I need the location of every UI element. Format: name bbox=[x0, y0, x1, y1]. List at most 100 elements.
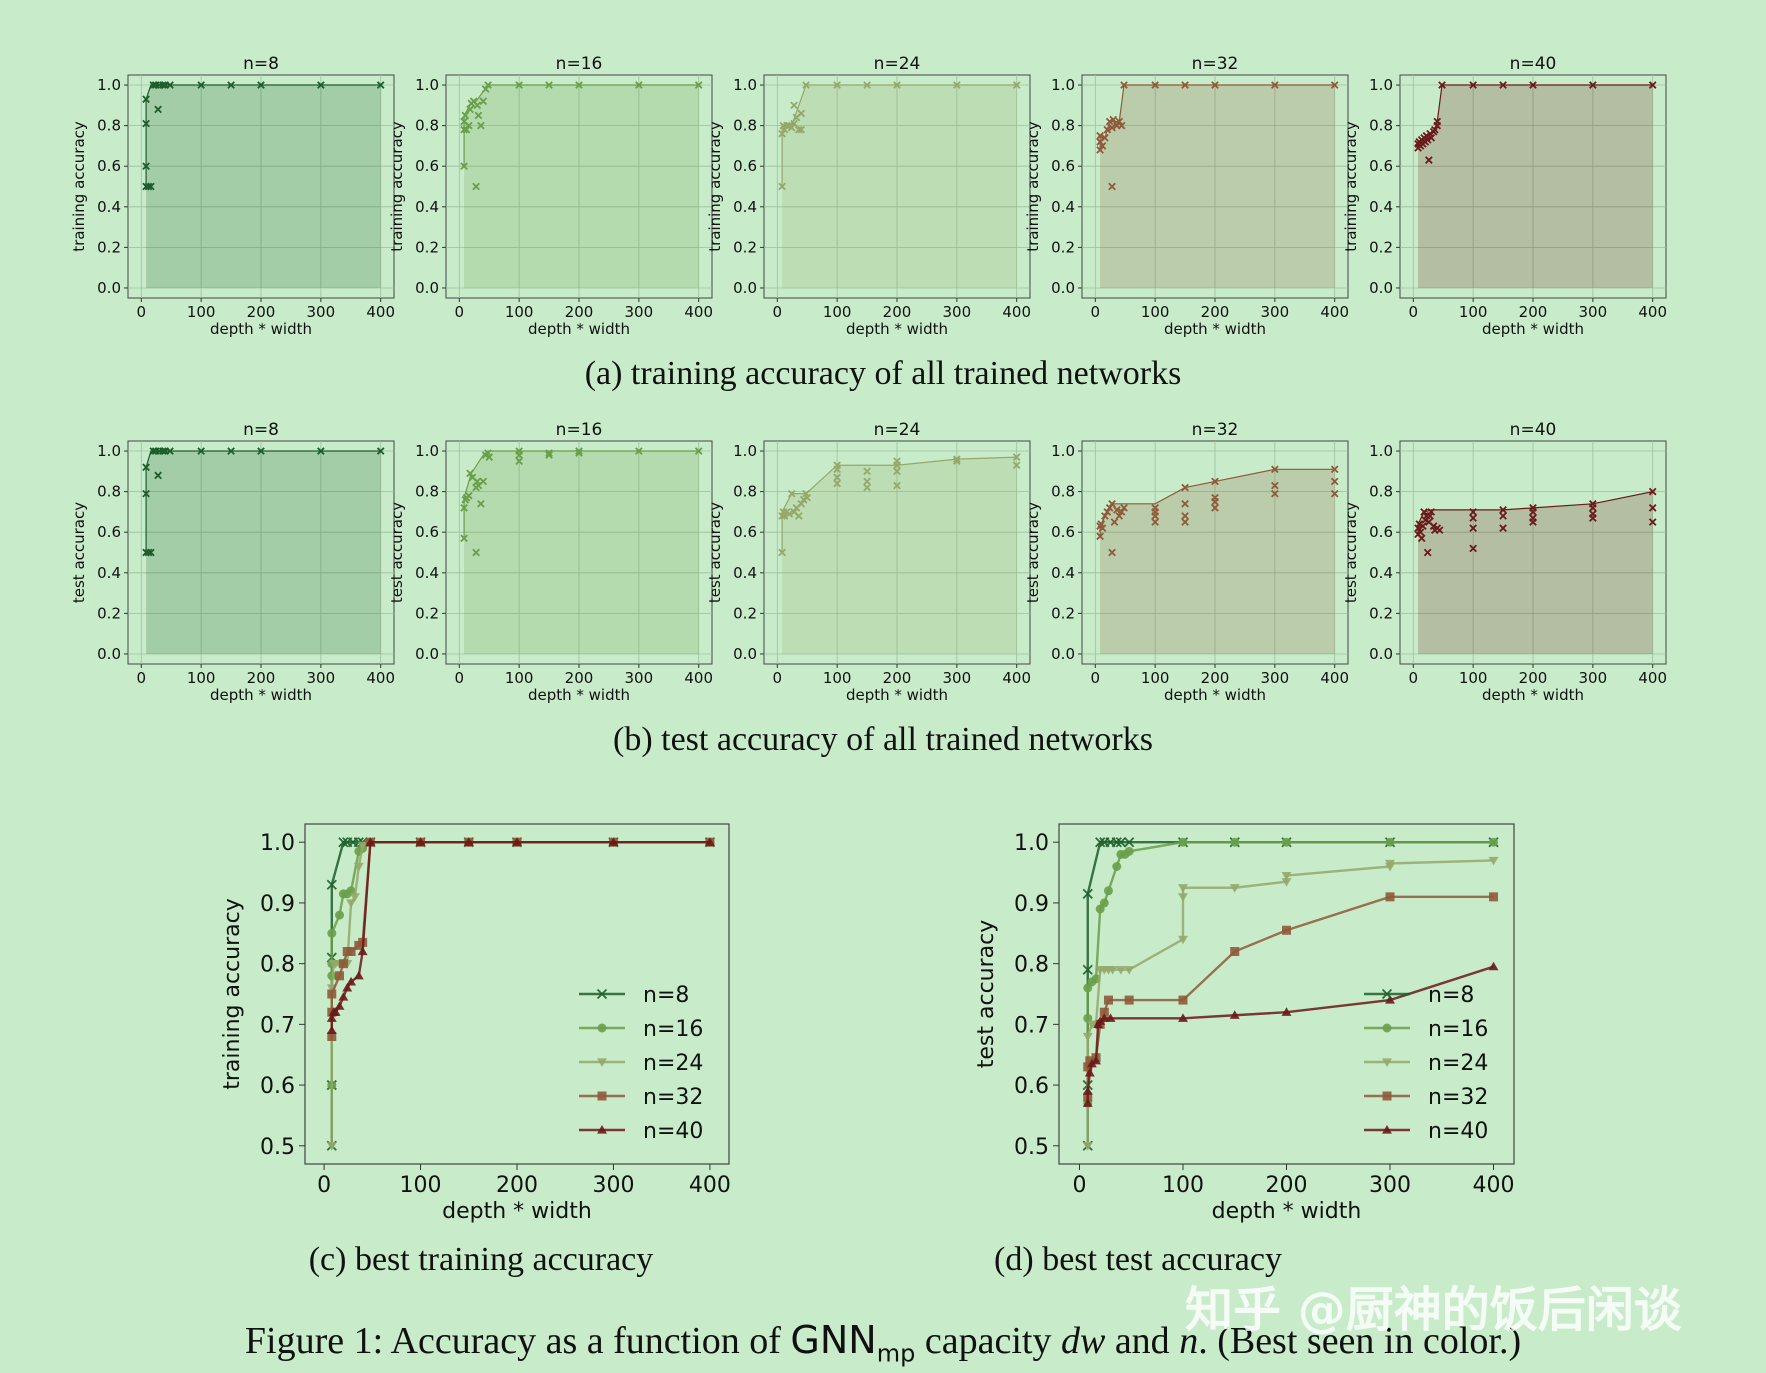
data-point bbox=[1103, 508, 1112, 516]
data-point bbox=[330, 1007, 341, 1016]
data-point bbox=[1113, 506, 1121, 514]
x-tick-label: 200 bbox=[565, 303, 594, 321]
y-axis-label: training accuracy bbox=[70, 121, 88, 252]
data-point bbox=[704, 837, 715, 846]
x-tick-label: 400 bbox=[1638, 669, 1667, 687]
data-point bbox=[575, 449, 583, 457]
x-tick-label: 400 bbox=[366, 303, 395, 321]
x-tick-label: 400 bbox=[684, 669, 713, 687]
data-point bbox=[154, 471, 162, 480]
data-point bbox=[780, 512, 789, 520]
data-point bbox=[1385, 837, 1395, 847]
data-point bbox=[1091, 1055, 1101, 1065]
data-point bbox=[545, 451, 553, 459]
y-tick-label: 0.6 bbox=[415, 157, 439, 175]
caption-c: (c) best training accuracy bbox=[308, 1241, 654, 1278]
data-point bbox=[1101, 133, 1109, 142]
data-point bbox=[635, 81, 643, 89]
data-point bbox=[1084, 1067, 1095, 1077]
data-point bbox=[1282, 925, 1291, 935]
x-tick-label: 300 bbox=[943, 303, 972, 321]
data-point bbox=[1115, 837, 1127, 848]
data-point bbox=[795, 125, 803, 134]
subplot-a-n16: 0 100 200 300 400 0.0 0.2 0.4 0.6 0.8 1.0 n=16 depth… bbox=[388, 54, 713, 338]
data-point bbox=[335, 971, 345, 981]
data-point bbox=[1181, 81, 1189, 89]
data-point bbox=[466, 105, 474, 114]
x-axis-label: depth * width bbox=[1482, 320, 1584, 338]
y-tick-label: 0.8 bbox=[1369, 483, 1393, 501]
data-point bbox=[257, 447, 265, 455]
y-tick-label: 1.0 bbox=[260, 831, 295, 856]
y-tick-label: 0.4 bbox=[1369, 564, 1393, 582]
data-point bbox=[1385, 892, 1395, 902]
data-point bbox=[466, 469, 474, 478]
y-tick-label: 0.7 bbox=[1014, 1013, 1049, 1038]
x-tick-label: 400 bbox=[1002, 303, 1031, 321]
subplot-a-n24: 0 100 200 300 400 0.0 0.2 0.4 0.6 0.8 1.0 n=24 depth… bbox=[706, 54, 1031, 338]
y-tick-label: 1.0 bbox=[733, 442, 757, 460]
legend-label: n=8 bbox=[1428, 983, 1474, 1008]
y-tick-label: 0.8 bbox=[97, 483, 121, 501]
legend-label: n=16 bbox=[643, 1017, 703, 1042]
data-point bbox=[1489, 837, 1499, 847]
data-point bbox=[346, 947, 356, 956]
data-point bbox=[159, 447, 167, 455]
x-tick-label: 200 bbox=[496, 1173, 538, 1198]
data-point bbox=[1423, 135, 1432, 144]
envelope-line bbox=[145, 450, 381, 553]
legend-marker bbox=[596, 988, 608, 1000]
data-point bbox=[863, 477, 871, 486]
data-point bbox=[460, 162, 468, 171]
legend-marker bbox=[597, 1091, 607, 1101]
data-point bbox=[515, 81, 523, 89]
figure-caption-gnn: GNN bbox=[790, 1318, 877, 1362]
data-point bbox=[257, 81, 265, 89]
data-point bbox=[803, 493, 812, 502]
data-point bbox=[461, 111, 470, 120]
data-point bbox=[477, 499, 485, 508]
data-point bbox=[460, 534, 468, 543]
x-axis-label: depth * width bbox=[442, 1199, 592, 1224]
data-point bbox=[893, 481, 901, 490]
envelope-fill bbox=[1100, 85, 1335, 288]
subplot-title: n=24 bbox=[874, 54, 921, 74]
data-point bbox=[144, 548, 153, 557]
data-point bbox=[1648, 81, 1657, 89]
data-point bbox=[1589, 510, 1597, 518]
data-point bbox=[474, 111, 483, 120]
data-point bbox=[1488, 856, 1499, 866]
data-point bbox=[799, 495, 808, 504]
data-point bbox=[1420, 508, 1428, 516]
data-point bbox=[1082, 1098, 1093, 1107]
x-tick-label: 200 bbox=[1201, 303, 1230, 321]
y-tick-label: 0.0 bbox=[415, 645, 439, 663]
data-point bbox=[1271, 465, 1279, 474]
data-point bbox=[338, 992, 349, 1001]
envelope-line bbox=[463, 450, 699, 539]
x-axis-label: depth * width bbox=[528, 320, 630, 338]
figure-caption-dw: dw bbox=[1060, 1320, 1106, 1362]
y-tick-label: 0.0 bbox=[733, 279, 757, 297]
y-tick-label: 0.0 bbox=[97, 279, 121, 297]
data-point bbox=[1589, 81, 1597, 89]
envelope-fill bbox=[464, 85, 699, 288]
data-point bbox=[797, 125, 806, 134]
data-point bbox=[833, 479, 841, 488]
subplot-title: n=32 bbox=[1192, 54, 1239, 74]
x-axis-label: depth * width bbox=[210, 686, 312, 704]
x-tick-label: 0 bbox=[773, 669, 783, 687]
data-point bbox=[1099, 1007, 1109, 1017]
data-point bbox=[1499, 512, 1507, 520]
x-tick-label: 100 bbox=[1459, 669, 1488, 687]
y-tick-label: 0.0 bbox=[415, 279, 439, 297]
y-tick-label: 0.0 bbox=[97, 645, 121, 663]
y-tick-label: 0.2 bbox=[733, 604, 757, 622]
figure-caption-suffix: . (Best seen in color.) bbox=[1198, 1320, 1522, 1362]
y-tick-label: 0.0 bbox=[1051, 645, 1075, 663]
data-point bbox=[1103, 995, 1113, 1005]
y-tick-label: 0.2 bbox=[415, 238, 439, 256]
data-point bbox=[465, 491, 473, 500]
y-tick-label: 0.8 bbox=[415, 117, 439, 135]
data-point bbox=[1095, 837, 1106, 848]
